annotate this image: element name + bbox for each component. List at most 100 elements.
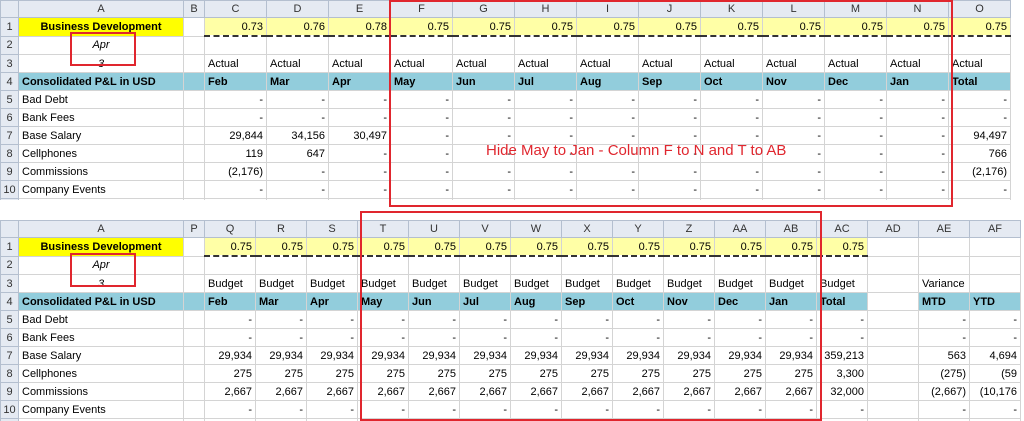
cell[interactable] <box>867 328 919 347</box>
rate-cell[interactable]: 0.75 <box>459 237 511 257</box>
value-cell[interactable]: - <box>948 180 1011 199</box>
mtd-value-cell[interactable]: - <box>918 328 970 347</box>
value-cell[interactable]: - <box>816 310 868 329</box>
rate-cell[interactable]: 0.75 <box>390 17 453 37</box>
cell[interactable] <box>867 382 919 401</box>
ytd-value-cell[interactable]: (10,176 <box>969 382 1021 401</box>
value-cell[interactable]: - <box>328 180 391 199</box>
type-label-cell[interactable]: Actual <box>948 54 1011 73</box>
ytd-header-cell[interactable]: YTD <box>969 292 1021 311</box>
account-label-cell[interactable]: Bank Fees <box>18 328 184 347</box>
type-label-cell[interactable]: Actual <box>514 54 577 73</box>
account-label-cell[interactable]: Bad Debt <box>18 310 184 329</box>
value-cell[interactable]: - <box>204 108 267 127</box>
cell-spacer[interactable] <box>183 237 205 257</box>
rate-cell[interactable]: 0.75 <box>561 237 613 257</box>
row-header[interactable]: 5 <box>0 90 19 109</box>
type-label-cell[interactable]: Budget <box>255 274 307 293</box>
cell[interactable] <box>867 346 919 365</box>
select-all-corner[interactable] <box>0 0 19 18</box>
value-cell[interactable]: 29,934 <box>561 346 613 365</box>
column-header-V[interactable]: V <box>459 220 511 238</box>
month-header-cell[interactable]: Jul <box>459 292 511 311</box>
mtd-value-cell[interactable]: (275) <box>918 364 970 383</box>
cell[interactable] <box>867 310 919 329</box>
type-label-cell[interactable]: Budget <box>357 274 409 293</box>
value-cell[interactable]: 10,921 <box>948 198 1011 200</box>
month-header-cell[interactable]: Mar <box>255 292 307 311</box>
type-label-cell[interactable]: Actual <box>204 54 267 73</box>
cell-spacer[interactable] <box>183 126 205 145</box>
type-label-cell[interactable]: Actual <box>762 54 825 73</box>
value-cell[interactable]: - <box>266 90 329 109</box>
value-cell[interactable]: 2,667 <box>255 382 307 401</box>
cell-spacer[interactable] <box>183 35 205 55</box>
type-label-cell[interactable]: Actual <box>266 54 329 73</box>
rate-cell[interactable]: 0.75 <box>576 17 639 37</box>
row-header-1[interactable]: 1 <box>0 17 19 37</box>
cell-spacer[interactable] <box>183 382 205 401</box>
value-cell[interactable]: (2,176) <box>204 162 267 181</box>
mtd-value-cell[interactable]: 563 <box>918 346 970 365</box>
cell-spacer[interactable] <box>183 346 205 365</box>
value-cell[interactable]: 766 <box>948 144 1011 163</box>
rate-cell[interactable]: 0.75 <box>510 237 562 257</box>
row-header-4[interactable]: 4 <box>0 72 19 91</box>
type-label-cell[interactable]: Actual <box>328 54 391 73</box>
type-label-cell[interactable]: Budget <box>612 274 664 293</box>
column-header-M[interactable]: M <box>824 0 887 18</box>
cell[interactable] <box>328 35 391 55</box>
type-label-cell[interactable]: Budget <box>714 274 766 293</box>
column-header-A[interactable]: A <box>18 0 184 18</box>
rate-cell[interactable]: 0.75 <box>886 17 949 37</box>
column-header-Z[interactable]: Z <box>663 220 715 238</box>
cell[interactable] <box>204 255 256 275</box>
ytd-value-cell[interactable]: 10,471 <box>969 418 1021 421</box>
month-header-cell[interactable]: Jun <box>452 72 515 91</box>
top-spreadsheet-pane[interactable]: A B C D E F G H I J K L M N O 1 Business Development 0.73… <box>0 0 1024 200</box>
value-cell[interactable]: 94,497 <box>948 126 1011 145</box>
cell[interactable] <box>969 237 1021 257</box>
rate-cell[interactable]: 0.73 <box>204 17 267 37</box>
type-label-cell[interactable]: Budget <box>408 274 460 293</box>
cell[interactable] <box>948 35 1011 55</box>
account-label-cell[interactable]: Cellphones <box>18 364 184 383</box>
account-label-cell[interactable]: Base Salary <box>18 346 184 365</box>
column-header-U[interactable]: U <box>408 220 460 238</box>
cell-spacer[interactable] <box>183 54 205 73</box>
column-header-A[interactable]: A <box>18 220 184 238</box>
rate-cell[interactable]: 0.75 <box>612 237 664 257</box>
row-header-2[interactable]: 2 <box>0 255 19 275</box>
row-header[interactable]: 8 <box>0 364 19 383</box>
value-cell[interactable]: - <box>306 328 358 347</box>
value-cell[interactable]: - <box>948 108 1011 127</box>
rate-cell[interactable]: 0.75 <box>714 237 766 257</box>
row-header-1[interactable]: 1 <box>0 237 19 257</box>
row-header[interactable]: 6 <box>0 108 19 127</box>
cell[interactable] <box>918 237 970 257</box>
rate-cell[interactable]: 0.75 <box>638 17 701 37</box>
type-label-cell[interactable]: Budget <box>816 274 868 293</box>
row-header[interactable]: 9 <box>0 382 19 401</box>
bottom-grid[interactable]: A P Q R S T U V W X Y Z AA AB AC AD AE AF 1 Business Develo… <box>0 220 1021 421</box>
column-header-AB[interactable]: AB <box>765 220 817 238</box>
value-cell[interactable]: - <box>816 400 868 419</box>
cell-spacer[interactable] <box>183 144 205 163</box>
value-cell[interactable]: - <box>255 328 307 347</box>
row-header[interactable]: 10 <box>0 400 19 419</box>
value-cell[interactable]: - <box>306 400 358 419</box>
type-label-cell[interactable]: Budget <box>204 274 256 293</box>
select-all-corner[interactable] <box>0 220 19 238</box>
column-header-D[interactable]: D <box>266 0 329 18</box>
month-header-cell[interactable]: Aug <box>576 72 639 91</box>
month-header-cell[interactable]: Feb <box>204 292 256 311</box>
row-header-2[interactable]: 2 <box>0 35 19 55</box>
account-label-cell[interactable]: Base Salary <box>18 126 184 145</box>
column-header-AF[interactable]: AF <box>969 220 1021 238</box>
value-cell[interactable]: - <box>255 310 307 329</box>
cell[interactable] <box>867 364 919 383</box>
cell-spacer[interactable] <box>183 328 205 347</box>
value-cell[interactable]: - <box>204 180 267 199</box>
cell[interactable] <box>816 255 868 275</box>
month-header-cell[interactable]: Sep <box>561 292 613 311</box>
